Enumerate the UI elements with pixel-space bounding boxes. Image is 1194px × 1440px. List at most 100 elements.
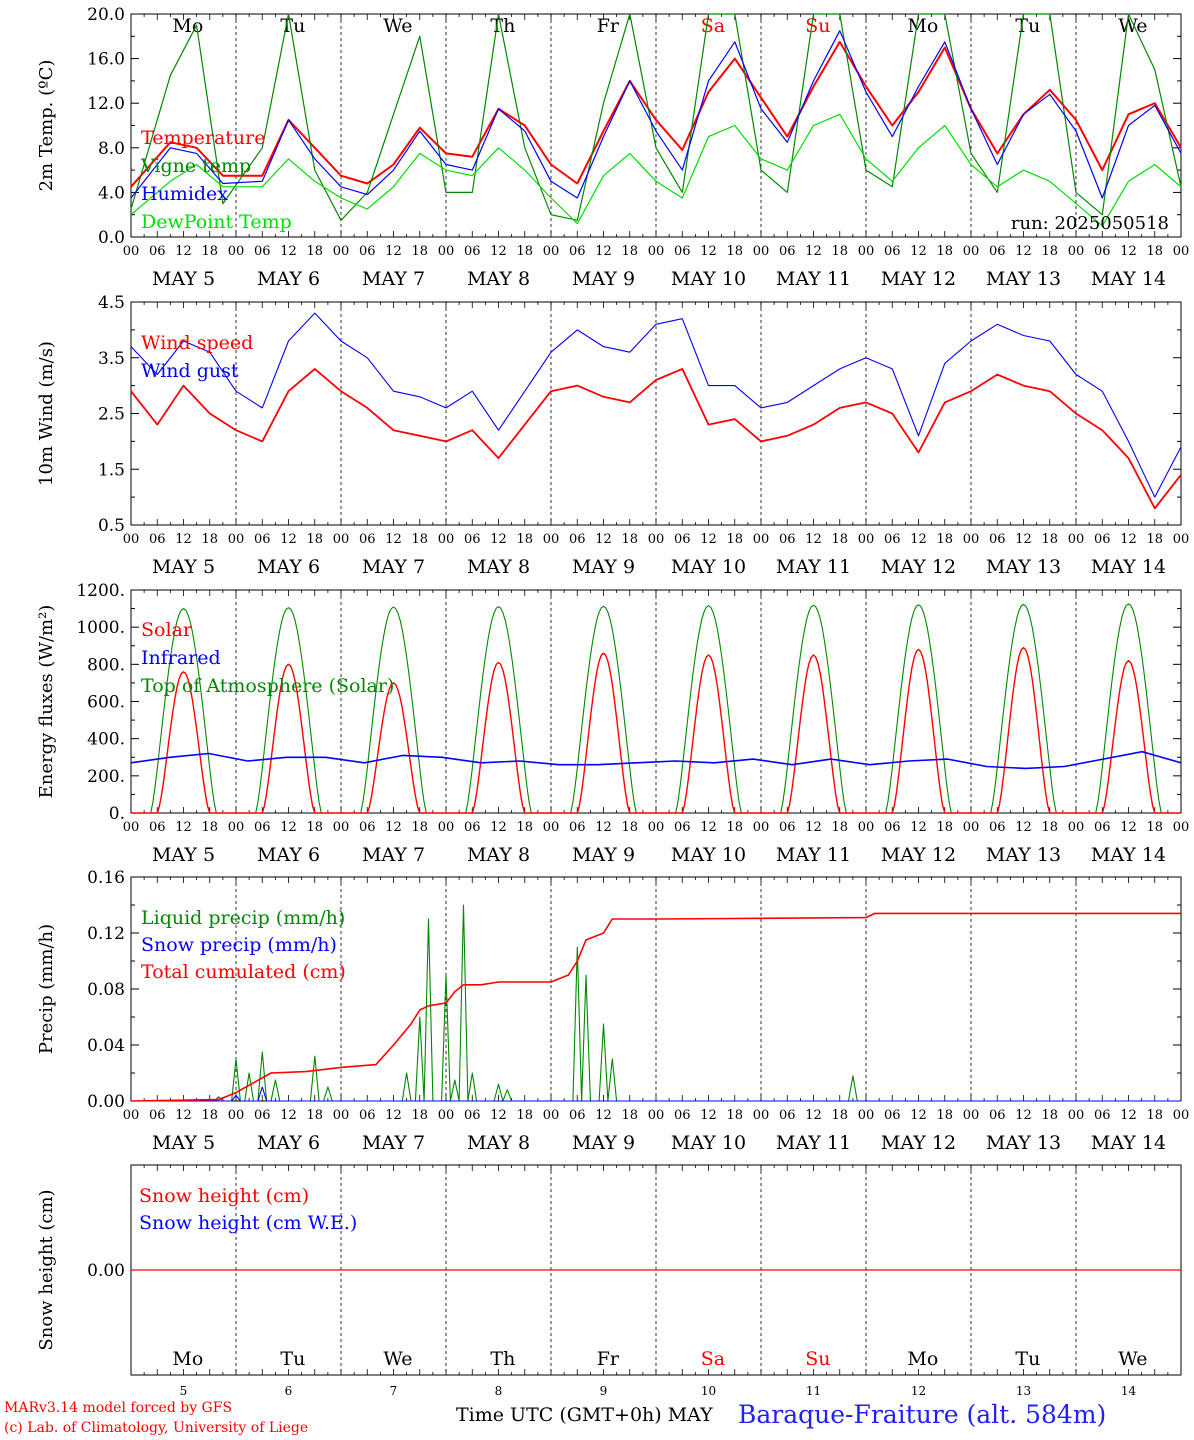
hour-label: 06 xyxy=(149,532,166,547)
date-label: MAY 13 xyxy=(986,268,1061,290)
y-tick-label: 0.08 xyxy=(87,980,125,1000)
hour-label: 06 xyxy=(254,532,271,547)
hour-label: 00 xyxy=(1173,1108,1190,1123)
y-tick-label: 0.0 xyxy=(98,228,125,248)
hour-label: 12 xyxy=(385,244,402,259)
date-label: MAY 8 xyxy=(467,556,530,578)
hour-label: 18 xyxy=(306,532,323,547)
date-label: MAY 10 xyxy=(671,1132,746,1154)
hour-label: 00 xyxy=(963,532,980,547)
hour-label: 18 xyxy=(621,244,638,259)
y-tick-label: 600. xyxy=(87,693,125,713)
date-label: MAY 6 xyxy=(257,1132,320,1154)
hour-label: 18 xyxy=(1041,820,1058,835)
hour-label: 18 xyxy=(621,1108,638,1123)
hour-label: 18 xyxy=(726,244,743,259)
date-label: MAY 14 xyxy=(1091,1132,1166,1154)
hour-label: 06 xyxy=(779,532,796,547)
day-name: Fr xyxy=(597,15,620,37)
hour-label: 00 xyxy=(858,244,875,259)
hour-label: 00 xyxy=(963,244,980,259)
date-label: MAY 10 xyxy=(671,556,746,578)
hour-label: 06 xyxy=(884,1108,901,1123)
hour-label: 00 xyxy=(438,1108,455,1123)
y-tick-label: 20.0 xyxy=(87,5,125,25)
date-label: MAY 11 xyxy=(776,844,851,866)
hour-label: 12 xyxy=(1015,244,1032,259)
legend-entry: Snow height (cm) xyxy=(139,1185,309,1207)
legend-entry: Humidex xyxy=(141,183,228,205)
hour-label: 00 xyxy=(648,532,665,547)
y-tick-label: 0.12 xyxy=(87,924,125,944)
hour-label: 00 xyxy=(1068,1108,1085,1123)
hour-label: 12 xyxy=(595,244,612,259)
date-label: MAY 9 xyxy=(572,1132,635,1154)
legend-entry: Snow height (cm W.E.) xyxy=(139,1212,357,1234)
date-label: MAY 9 xyxy=(572,844,635,866)
y-tick-label: 0. xyxy=(109,804,125,824)
hour-label: 18 xyxy=(936,532,953,547)
hour-label: 00 xyxy=(858,532,875,547)
y-tick-label: 200. xyxy=(87,767,125,787)
hour-label: 00 xyxy=(123,532,140,547)
hour-label: 18 xyxy=(516,820,533,835)
series-line xyxy=(130,750,1182,770)
hour-label: 12 xyxy=(595,1108,612,1123)
hour-label: 12 xyxy=(280,244,297,259)
run-label: run: 2025050518 xyxy=(1011,213,1169,234)
hour-label: 12 xyxy=(490,532,507,547)
hour-label: 06 xyxy=(674,244,691,259)
hour-label: 18 xyxy=(936,244,953,259)
series-line xyxy=(130,367,1182,510)
hour-label: 00 xyxy=(438,820,455,835)
hour-label: 12 xyxy=(805,244,822,259)
panel-1: 0.0 4.0 8.0 12.0 16.0 20.0 2m Temp. (ºC) 00 06 12… xyxy=(36,5,1189,290)
date-label: MAY 13 xyxy=(986,1132,1061,1154)
day-number: 14 xyxy=(1121,1384,1137,1398)
hour-label: 00 xyxy=(753,1108,770,1123)
day-name: Mo xyxy=(172,1348,203,1370)
date-label: MAY 8 xyxy=(467,1132,530,1154)
hour-label: 18 xyxy=(1146,244,1163,259)
hour-label: 12 xyxy=(490,820,507,835)
date-label: MAY 9 xyxy=(572,556,635,578)
y-tick-label: 0.00 xyxy=(87,1092,125,1112)
hour-label: 06 xyxy=(359,1108,376,1123)
hour-label: 00 xyxy=(123,1108,140,1123)
hour-label: 06 xyxy=(1094,244,1111,259)
hour-label: 06 xyxy=(989,1108,1006,1123)
series-line xyxy=(131,646,1181,814)
legend-entry: Wind speed xyxy=(141,332,253,354)
legend-entry: Vigne temp xyxy=(140,155,251,177)
day-number: 12 xyxy=(911,1384,926,1398)
legend-entry: Total cumulated (cm) xyxy=(141,961,346,983)
series-line xyxy=(130,13,1182,221)
y-axis-label: Energy fluxes (W/m²) xyxy=(36,605,57,799)
hour-label: 00 xyxy=(648,820,665,835)
day-name: We xyxy=(383,1348,412,1370)
hour-label: 06 xyxy=(359,820,376,835)
day-name: Sa xyxy=(701,1348,725,1370)
date-label: MAY 12 xyxy=(881,1132,956,1154)
panel-3: 0. 200. 400. 600. 800. 1000. 1200. Energy fluxe… xyxy=(36,581,1189,866)
y-tick-label: 1000. xyxy=(76,618,125,638)
hour-label: 06 xyxy=(464,820,481,835)
y-tick-label: 400. xyxy=(87,730,125,750)
hour-label: 00 xyxy=(1068,820,1085,835)
panel-5: 0.00 Snow height (cm) Snow height (cm) Snow… xyxy=(36,1164,1182,1398)
credit-model: MARv3.14 model forced by GFS xyxy=(4,1400,233,1416)
plot-frame xyxy=(130,13,1182,238)
hour-label: 06 xyxy=(989,820,1006,835)
day-name: We xyxy=(1118,1348,1147,1370)
hour-label: 06 xyxy=(569,244,586,259)
hour-label: 06 xyxy=(569,532,586,547)
hour-label: 12 xyxy=(280,1108,297,1123)
hour-label: 12 xyxy=(175,820,192,835)
day-number: 10 xyxy=(701,1384,716,1398)
hour-label: 18 xyxy=(936,1108,953,1123)
hour-label: 18 xyxy=(831,532,848,547)
hour-label: 00 xyxy=(543,532,560,547)
hour-label: 06 xyxy=(989,532,1006,547)
hour-label: 12 xyxy=(595,532,612,547)
hour-label: 00 xyxy=(1173,244,1190,259)
